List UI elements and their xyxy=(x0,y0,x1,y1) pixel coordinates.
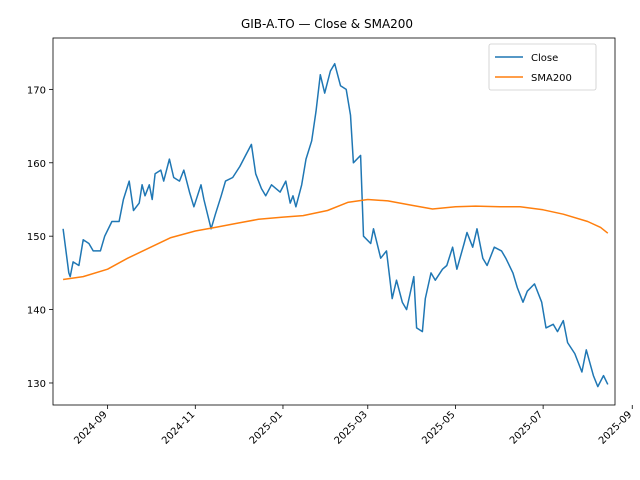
series-line-sma200 xyxy=(62,198,609,281)
series-line-close xyxy=(62,62,609,388)
y-tick-label: 130 xyxy=(27,379,46,390)
chart-title: GIB-A.TO — Close & SMA200 xyxy=(241,17,413,31)
legend-label-sma200: SMA200 xyxy=(531,73,572,84)
axes-frame xyxy=(52,37,616,406)
y-tick-label: 140 xyxy=(27,306,46,317)
y-axis: 130 140 150 160 170 xyxy=(27,85,53,390)
legend: Close SMA200 xyxy=(488,43,597,91)
y-tick-label: 170 xyxy=(27,85,46,96)
plot-area xyxy=(52,37,616,406)
series-layer xyxy=(62,62,609,388)
y-tick-label: 160 xyxy=(27,159,46,170)
legend-box xyxy=(488,43,597,91)
legend-label-close: Close xyxy=(531,53,558,64)
y-tick-label: 150 xyxy=(27,232,46,243)
